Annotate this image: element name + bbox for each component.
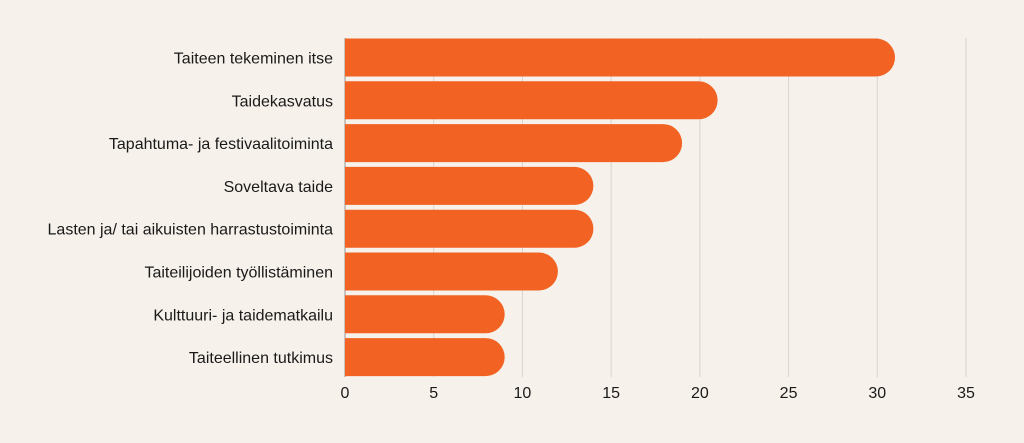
category-label: Taiteilijoiden työllistäminen [144, 265, 333, 282]
bar [345, 124, 683, 163]
bar [345, 81, 718, 120]
x-tick-label: 15 [602, 385, 620, 402]
x-tick-label: 20 [691, 385, 709, 402]
x-tick-label: 35 [957, 385, 975, 402]
category-label: Kulttuuri- ja taidematkailu [153, 307, 333, 324]
bar [345, 252, 558, 291]
category-label: Taidekasvatus [232, 93, 333, 110]
bar [345, 166, 594, 205]
category-label: Taiteellinen tutkimus [189, 350, 333, 367]
bar [345, 338, 505, 377]
bars [345, 38, 896, 377]
category-label: Taiteen tekeminen itse [174, 51, 333, 68]
x-tick-label: 5 [429, 385, 438, 402]
category-label: Lasten ja/ tai aikuisten harrastustoimin… [48, 222, 334, 239]
category-label: Tapahtuma- ja festivaalitoiminta [109, 136, 333, 153]
x-tick-label: 0 [341, 385, 350, 402]
category-labels: Taiteen tekeminen itse Taidekasvatus Tapah… [48, 51, 334, 368]
x-tick-label: 30 [868, 385, 886, 402]
bar [345, 209, 594, 248]
bar [345, 295, 505, 334]
x-axis-tick-labels: 0 5 10 15 20 25 30 35 [341, 385, 975, 402]
category-label: Soveltava taide [224, 179, 334, 196]
x-tick-label: 25 [780, 385, 798, 402]
bar [345, 38, 896, 77]
x-tick-label: 10 [514, 385, 532, 402]
